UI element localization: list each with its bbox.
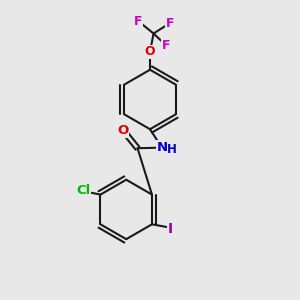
Text: N: N [156, 141, 167, 154]
Text: I: I [168, 222, 173, 236]
Text: O: O [117, 124, 128, 137]
Text: H: H [167, 142, 177, 156]
Text: Cl: Cl [76, 184, 90, 196]
Text: F: F [134, 14, 142, 28]
Text: F: F [162, 39, 170, 52]
Text: F: F [166, 16, 174, 30]
Text: O: O [145, 45, 155, 58]
